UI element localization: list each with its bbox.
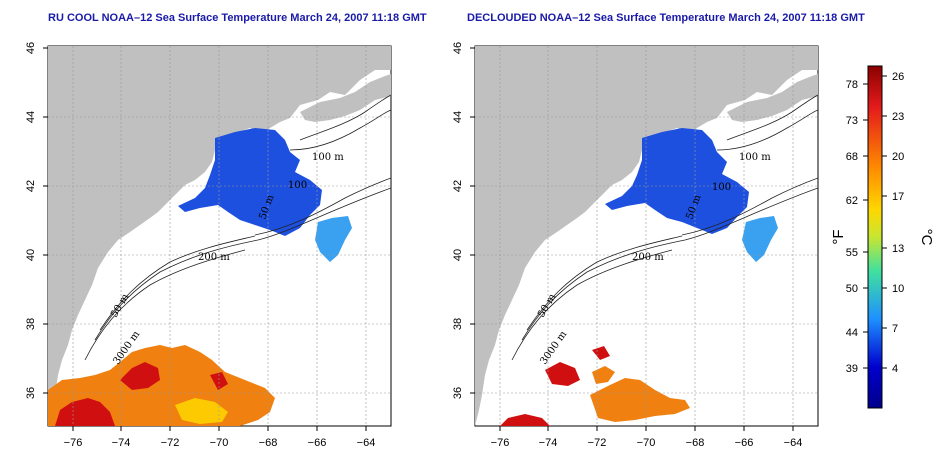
right-y-tick-36: 36 bbox=[452, 387, 464, 399]
left-y-tick-36: 36 bbox=[25, 387, 37, 399]
right-y-tick-44: 44 bbox=[452, 111, 464, 123]
left-panel-title: RU COOL NOAA–12 Sea Surface Temperature … bbox=[48, 12, 427, 24]
right-hot-water bbox=[500, 346, 610, 426]
right-x-tick-64: −64 bbox=[784, 437, 803, 449]
colorbar: 78 73 68 62 55 50 44 39 26 23 20 17 13 1… bbox=[830, 65, 935, 409]
left-land bbox=[48, 46, 391, 426]
right-x-tick-76: −76 bbox=[491, 437, 510, 449]
cbar-c-4: 4 bbox=[892, 363, 898, 375]
cbar-f-68: 68 bbox=[846, 151, 858, 163]
right-y-tick-40: 40 bbox=[452, 249, 464, 261]
left-y-tick-44: 44 bbox=[25, 111, 37, 123]
right-cool-eddy bbox=[742, 216, 778, 262]
right-y-tick-labels: 46 44 42 40 38 36 bbox=[452, 42, 464, 399]
left-x-tick-72: −72 bbox=[161, 437, 180, 449]
right-contour-label-100: 100 bbox=[712, 182, 731, 193]
left-tick-marks bbox=[43, 47, 367, 431]
left-x-tick-76: −76 bbox=[64, 437, 83, 449]
right-x-tick-66: −66 bbox=[735, 437, 754, 449]
right-x-tick-70: −70 bbox=[637, 437, 656, 449]
cbar-f-55: 55 bbox=[846, 247, 858, 259]
right-panel-title: DECLOUDED NOAA–12 Sea Surface Temperatur… bbox=[467, 12, 865, 24]
left-contour-label-100m: 100 m bbox=[312, 152, 344, 163]
cbar-f-50: 50 bbox=[846, 283, 858, 295]
right-warm-water bbox=[590, 366, 690, 422]
left-x-tick-64: −64 bbox=[357, 437, 376, 449]
left-x-tick-70: −70 bbox=[210, 437, 229, 449]
left-x-tick-66: −66 bbox=[308, 437, 327, 449]
colorbar-celsius-labels: 26 23 20 17 13 10 7 4 bbox=[892, 71, 904, 375]
right-land bbox=[475, 46, 818, 426]
cbar-f-78: 78 bbox=[846, 79, 858, 91]
right-map: 100 m 100 50 m 200 m 50 m 3000 m −76 −74… bbox=[452, 42, 819, 449]
right-x-tick-68: −68 bbox=[686, 437, 705, 449]
left-x-tick-labels: −76 −74 −72 −70 −68 −66 −64 bbox=[64, 437, 376, 449]
left-bathymetry-contours bbox=[84, 94, 391, 361]
right-x-tick-labels: −76 −74 −72 −70 −68 −66 −64 bbox=[491, 437, 803, 449]
right-tick-marks bbox=[470, 47, 794, 431]
colorbar-fahrenheit-labels: 78 73 68 62 55 50 44 39 bbox=[846, 79, 858, 375]
right-x-tick-72: −72 bbox=[588, 437, 607, 449]
left-map: 100 m 100 50 m 200 m 50 m 3000 m −76 −74… bbox=[25, 42, 392, 449]
cbar-f-44: 44 bbox=[846, 327, 858, 339]
right-y-tick-38: 38 bbox=[452, 318, 464, 330]
cbar-c-26: 26 bbox=[892, 71, 904, 83]
left-contour-label-200m: 200 m bbox=[198, 252, 230, 263]
left-cool-eddy bbox=[315, 216, 352, 262]
cbar-c-23: 23 bbox=[892, 111, 904, 123]
right-contour-label-100m: 100 m bbox=[739, 152, 771, 163]
right-nova-scotia bbox=[727, 74, 818, 122]
cbar-c-17: 17 bbox=[892, 191, 904, 203]
left-cold-water-patch bbox=[178, 128, 322, 236]
cbar-f-62: 62 bbox=[846, 195, 858, 207]
left-y-tick-46: 46 bbox=[25, 42, 37, 54]
right-y-tick-46: 46 bbox=[452, 42, 464, 54]
right-x-tick-74: −74 bbox=[539, 437, 558, 449]
left-nova-scotia bbox=[300, 74, 391, 122]
left-y-tick-38: 38 bbox=[25, 318, 37, 330]
colorbar-gradient bbox=[867, 65, 883, 409]
left-hot-water bbox=[55, 362, 228, 426]
right-contour-label-200m: 200 m bbox=[632, 252, 664, 263]
left-x-tick-68: −68 bbox=[259, 437, 278, 449]
colorbar-ticks bbox=[863, 75, 887, 369]
colorbar-celsius-unit: °C bbox=[918, 229, 935, 246]
left-y-tick-42: 42 bbox=[25, 180, 37, 192]
cbar-f-73: 73 bbox=[846, 115, 858, 127]
left-y-tick-labels: 46 44 42 40 38 36 bbox=[25, 42, 37, 399]
left-x-tick-74: −74 bbox=[112, 437, 131, 449]
left-contour-label-100: 100 bbox=[288, 180, 307, 191]
colorbar-fahrenheit-unit: °F bbox=[830, 229, 847, 244]
cbar-c-10: 10 bbox=[892, 283, 904, 295]
right-cold-water-patch bbox=[605, 128, 749, 234]
cbar-f-39: 39 bbox=[846, 363, 858, 375]
left-y-tick-40: 40 bbox=[25, 249, 37, 261]
cbar-c-20: 20 bbox=[892, 151, 904, 163]
cbar-c-13: 13 bbox=[892, 243, 904, 255]
cbar-c-7: 7 bbox=[892, 323, 898, 335]
right-y-tick-42: 42 bbox=[452, 180, 464, 192]
right-bathymetry-contours bbox=[511, 94, 818, 361]
left-yellow-water bbox=[175, 398, 228, 424]
